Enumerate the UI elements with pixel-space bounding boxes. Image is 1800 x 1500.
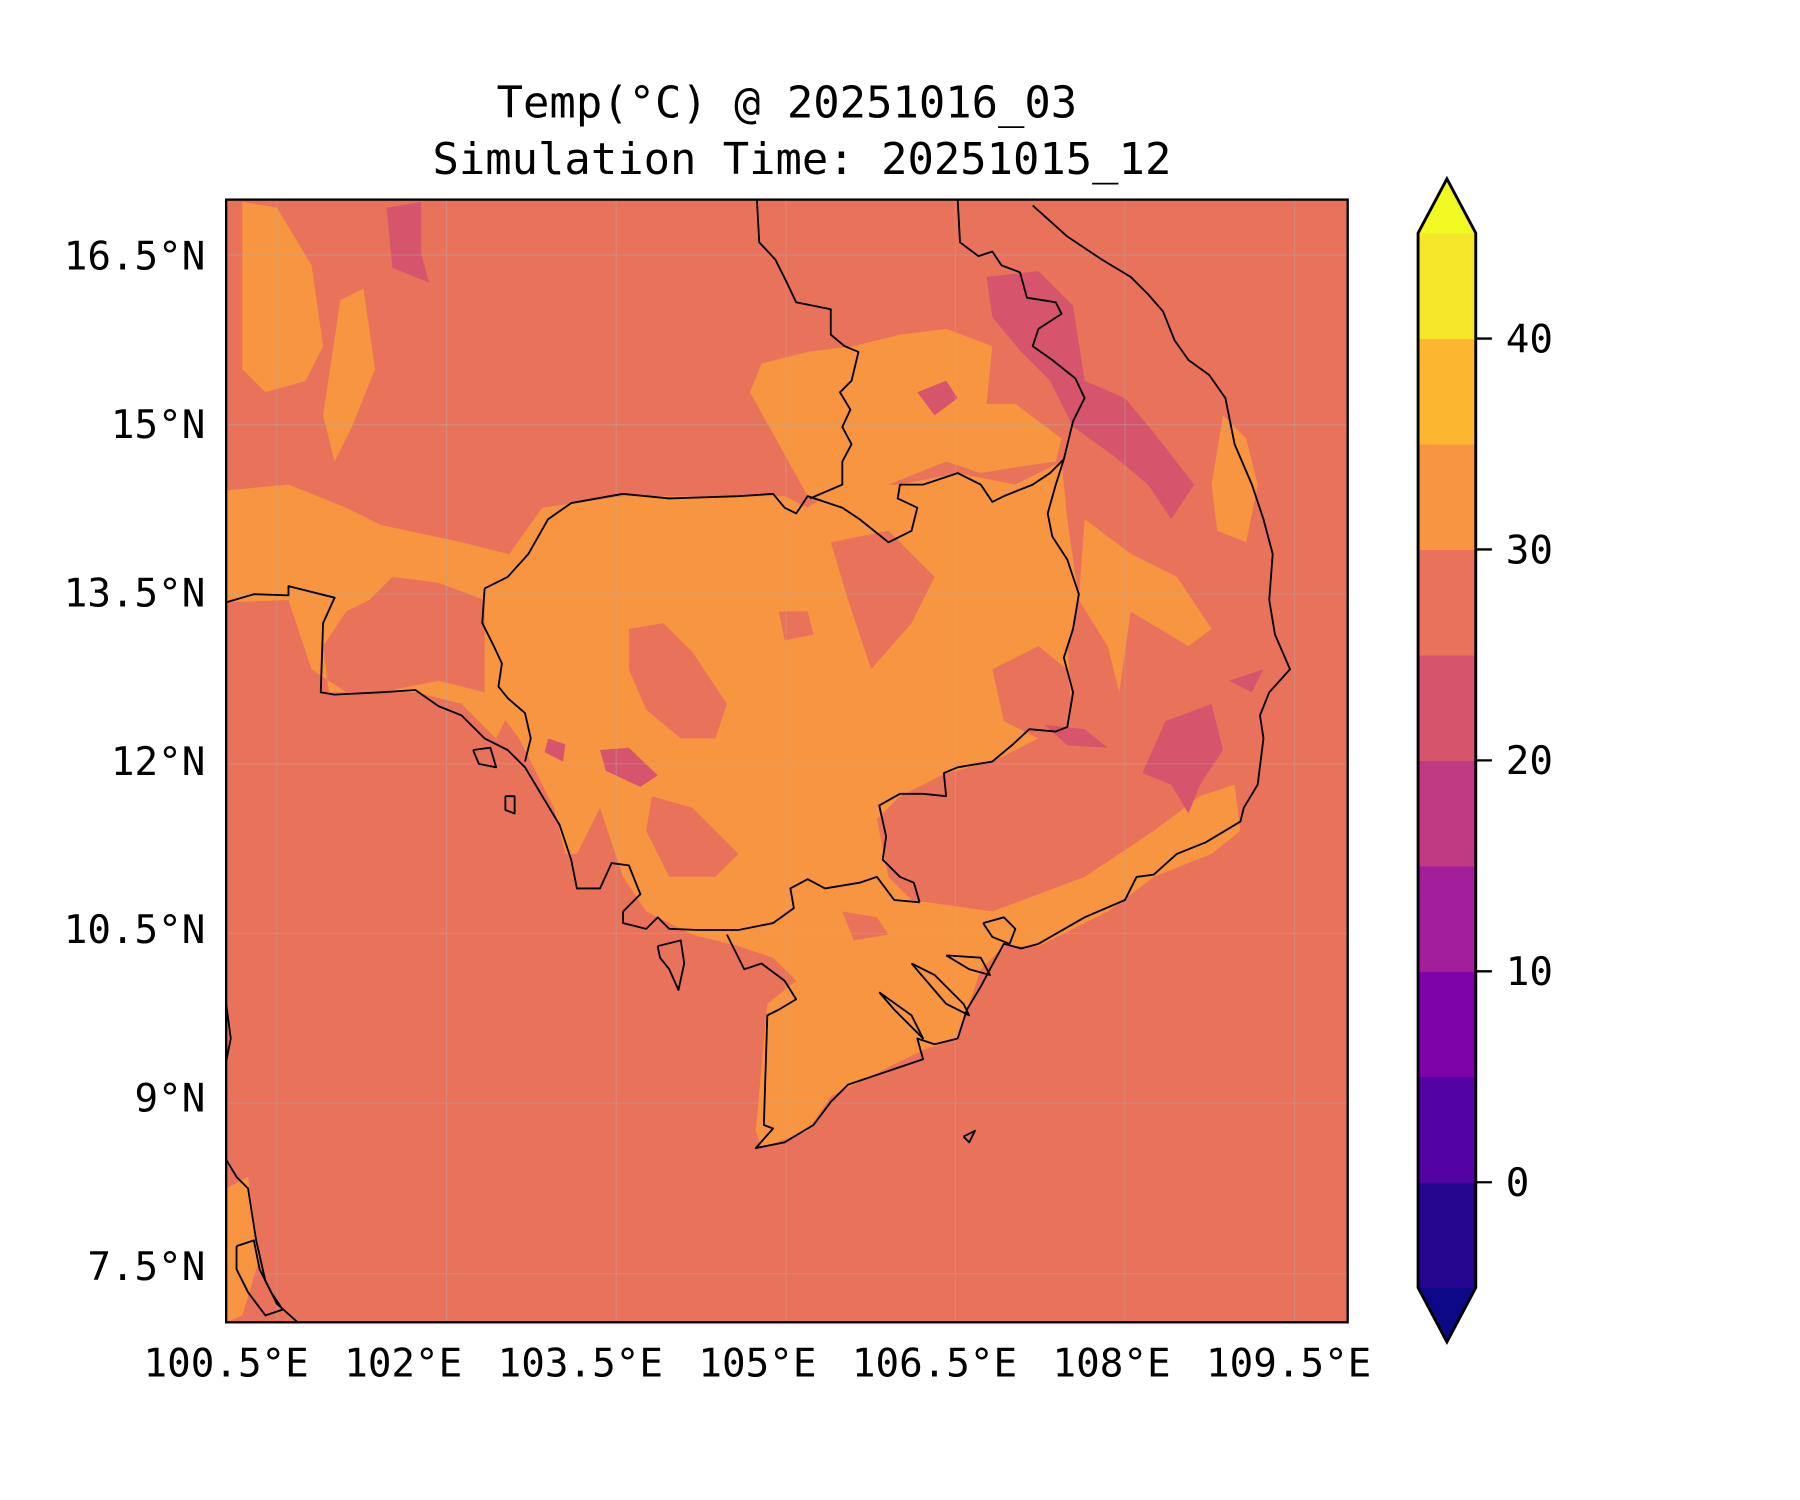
colorbar-extend-low [1418,1287,1476,1342]
chart-subtitle: Simulation Time: 20251015_12 [433,134,1172,185]
colorbar-tick-label: 30 [1506,528,1553,573]
colorbar-bin [1418,549,1476,656]
y-axis: 16.5°N 15°N 13.5°N 12°N 10.5°N 9°N 7.5°N [64,235,206,1290]
colorbar-tick-label: 10 [1506,950,1553,995]
x-tick-label: 108°E [1053,1342,1171,1387]
colorbar-extend-high [1418,178,1476,234]
x-tick-label: 106.5°E [852,1342,1017,1387]
x-tick-label: 105°E [698,1342,816,1387]
y-tick-label: 9°N [135,1077,206,1122]
colorbar-tick-label: 20 [1506,739,1553,784]
colorbar-tick-label: 40 [1506,317,1553,362]
coastlines-borders [226,199,1291,1323]
y-tick-label: 13.5°N [64,571,206,616]
colorbar-outline [1416,175,1478,1345]
x-tick-label: 100.5°E [144,1342,309,1387]
field-25-30-patches [628,530,1074,941]
y-tick-label: 10.5°N [64,908,206,953]
y-tick-label: 15°N [111,403,205,448]
colorbar-bin [1418,971,1476,1078]
x-tick-label: 102°E [344,1342,462,1387]
x-tick-label: 103.5°E [498,1342,663,1387]
x-tick-label: 109.5°E [1206,1342,1371,1387]
colorbar-bin [1418,760,1476,867]
colorbar-bin [1418,233,1476,340]
y-tick-label: 16.5°N [64,235,206,280]
colorbar-tick-label: 0 [1506,1161,1530,1206]
map-frame [225,198,1349,1324]
x-axis: 100.5°E 102°E 103.5°E 105°E 106.5°E 108°E 109.… [144,1342,1372,1387]
colorbar-bin [1418,338,1476,445]
gridlines [226,199,1348,1323]
chart-title: Temp(°C) @ 20251016_03 [497,78,1078,129]
colorbar-bin [1418,1076,1476,1183]
field-20-25-regions [386,201,1264,814]
colorbar-bin [1418,1182,1476,1289]
colorbar-bin [1418,865,1476,972]
y-tick-label: 7.5°N [87,1245,205,1290]
y-tick-label: 12°N [111,740,205,785]
colorbar-bin [1418,444,1476,551]
colorbar-bin [1418,654,1476,761]
colorbar: 0 10 20 30 40 [1416,175,1553,1345]
map-area [226,199,1348,1323]
